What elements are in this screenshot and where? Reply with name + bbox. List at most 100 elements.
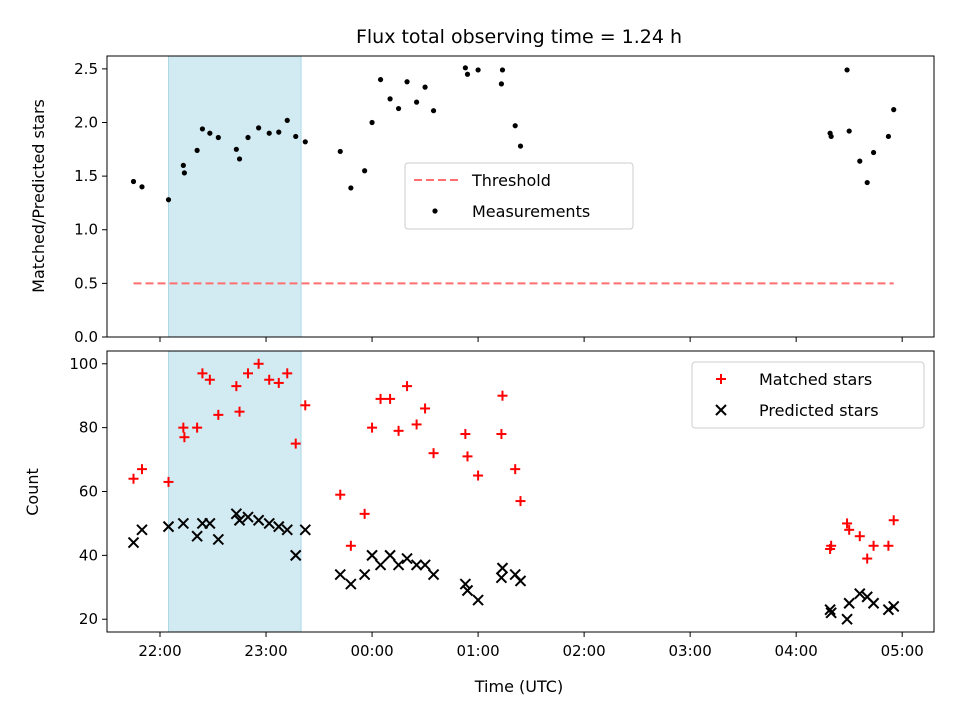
data-point [374, 559, 387, 571]
data-point [420, 403, 431, 414]
data-point [515, 496, 526, 507]
data-point [348, 185, 354, 191]
data-point [496, 562, 509, 574]
data-point [473, 470, 484, 481]
data-point [204, 517, 216, 530]
data-point [496, 429, 507, 440]
legend-matched-label: Matched stars [759, 370, 872, 389]
legend-predicted-swatch [715, 404, 727, 416]
data-point [844, 524, 855, 535]
data-point [864, 179, 870, 186]
y-tick-label: 60 [79, 483, 98, 501]
y-tick-label: 1.0 [74, 221, 98, 239]
data-point [243, 368, 254, 379]
data-point [178, 422, 189, 433]
data-point [299, 524, 311, 536]
data-point [401, 552, 413, 565]
y-axis-label-count: Count [23, 468, 42, 516]
legend-predicted-label: Predicted stars [759, 401, 879, 420]
x-tick-label: 04:00 [775, 642, 818, 660]
data-point [136, 464, 147, 475]
data-point [419, 559, 431, 571]
data-point [180, 162, 186, 168]
data-point [475, 67, 481, 73]
data-point [826, 540, 837, 551]
data-point [212, 533, 225, 546]
data-point [460, 429, 471, 440]
data-point [163, 476, 174, 487]
data-point [888, 515, 899, 526]
x-tick-label: 03:00 [669, 642, 712, 660]
data-point [891, 107, 897, 113]
y-tick-label: 0.0 [74, 328, 98, 346]
panel-2: 22:00 23:00 00:00 01:00 02:00 03:00 04:00 05:00… [69, 350, 935, 660]
data-point [366, 549, 378, 562]
data-point [430, 108, 437, 114]
axes-frame [106, 350, 935, 633]
chart-title: Flux total observing time = 1.24 h [356, 26, 682, 48]
data-point [181, 170, 187, 176]
data-point [204, 374, 215, 385]
data-point [231, 381, 242, 392]
data-point [422, 84, 428, 90]
y-tick-label: 100 [69, 355, 98, 373]
data-point [293, 133, 299, 140]
data-point [464, 71, 471, 77]
legend-ratio: Threshold Measurements [404, 162, 634, 230]
y-tick-label: 2.5 [74, 60, 98, 78]
data-point [404, 79, 410, 85]
data-point [885, 133, 892, 140]
data-point [252, 514, 265, 526]
axes-frame [106, 55, 935, 338]
x-axis-label: Time (UTC) [474, 677, 563, 696]
data-point [136, 524, 148, 536]
legend-frame [691, 361, 925, 429]
data-point [870, 149, 877, 156]
data-point [514, 575, 527, 587]
x-tick-label: 01:00 [456, 642, 499, 660]
data-point [230, 508, 243, 520]
data-point [842, 518, 853, 529]
y-tick-label: 20 [79, 610, 98, 628]
legend-frame [404, 162, 634, 230]
data-point [843, 597, 855, 609]
data-point [300, 400, 311, 411]
data-point [236, 156, 243, 162]
data-point [459, 578, 472, 590]
data-point [824, 603, 836, 616]
data-point [385, 393, 396, 404]
x-tick-label: 23:00 [244, 642, 287, 660]
data-point [358, 568, 371, 581]
data-point [290, 438, 301, 449]
data-point [337, 148, 343, 155]
data-point [825, 607, 837, 619]
data-point [428, 448, 439, 459]
data-point [862, 553, 873, 564]
y-tick-label: 2.0 [74, 113, 98, 131]
data-point [191, 530, 203, 542]
data-point [402, 381, 413, 392]
data-point [888, 600, 900, 613]
data-point [854, 587, 866, 600]
data-point [276, 129, 282, 135]
data-point [498, 81, 505, 87]
data-point [392, 559, 405, 571]
data-point [282, 368, 293, 379]
data-point [867, 597, 880, 609]
data-point [510, 464, 521, 475]
data-point [192, 422, 203, 433]
data-point [512, 123, 518, 129]
data-point [199, 126, 206, 132]
data-point [844, 67, 850, 73]
y-axis-label-ratio: Matched/Predicted stars [29, 99, 48, 293]
data-point [273, 520, 285, 533]
plot-area: 0.0 0.5 1.0 1.5 2.0 2.5 Threshold Measurements 2… [69, 55, 935, 660]
data-point [345, 578, 357, 590]
data-point [233, 514, 246, 526]
data-point [377, 76, 384, 83]
data-point [857, 158, 863, 164]
data-point [290, 549, 302, 562]
data-point [359, 508, 370, 519]
data-point [284, 117, 290, 123]
